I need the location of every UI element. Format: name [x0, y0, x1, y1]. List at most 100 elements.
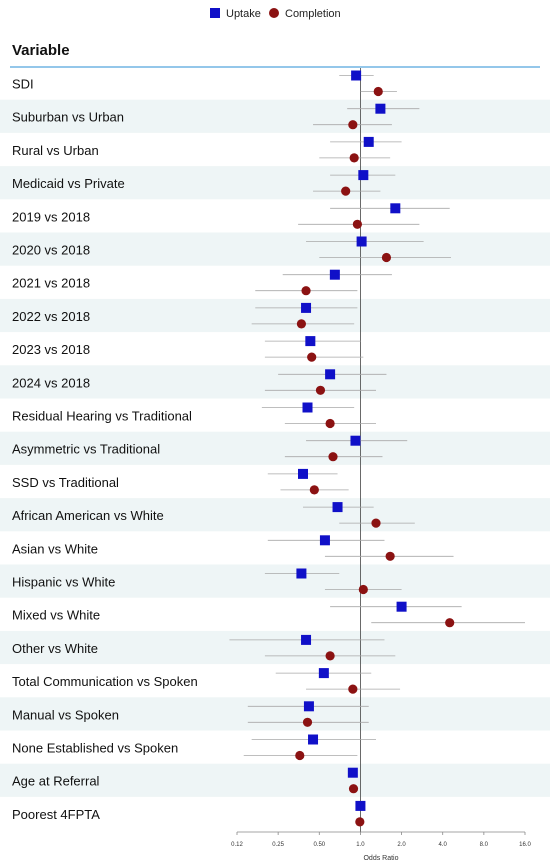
row-label: SDI	[12, 77, 34, 92]
completion-point	[328, 452, 338, 462]
uptake-point	[355, 800, 366, 811]
row-label: 2024 vs 2018	[12, 375, 90, 390]
legend-uptake-label: Uptake	[226, 8, 261, 20]
row-label: 2023 vs 2018	[12, 342, 90, 357]
row-label: Asymmetric vs Traditional	[12, 442, 160, 457]
x-axis-ticks: 0.12 0.25 0.50 1.0 2.0 4.0 8.0 16.0	[231, 832, 531, 848]
row-bands	[0, 99, 550, 797]
row-label: 2019 vs 2018	[12, 209, 90, 224]
legend-completion-label: Completion	[285, 8, 341, 20]
uptake-point	[296, 568, 307, 579]
row-label: Suburban vs Urban	[12, 110, 124, 125]
uptake-point	[351, 70, 362, 81]
row-band	[0, 763, 550, 797]
completion-point	[358, 584, 368, 595]
row-band	[0, 697, 550, 731]
uptake-point	[356, 236, 367, 247]
uptake-point	[301, 302, 312, 313]
legend: Uptake Completion	[210, 8, 341, 20]
row-label: Hispanic vs White	[12, 575, 115, 590]
completion-point	[349, 153, 359, 163]
uptake-point	[363, 136, 374, 147]
row-label: Asian vs White	[12, 541, 98, 556]
row-label: Manual vs Spoken	[12, 707, 119, 722]
x-tick-label: 16.0	[519, 842, 531, 848]
completion-point	[341, 186, 351, 196]
completion-point	[348, 120, 358, 130]
uptake-point	[305, 336, 316, 347]
plot-marks	[229, 70, 525, 827]
completion-point	[373, 86, 383, 97]
row-band	[0, 99, 550, 133]
completion-point	[325, 418, 335, 429]
x-tick-label: 0.50	[313, 842, 325, 848]
uptake-point	[390, 203, 401, 214]
row-label: Residual Hearing vs Traditional	[12, 409, 192, 424]
completion-point	[385, 551, 395, 561]
uptake-point	[297, 468, 308, 479]
uptake-point	[318, 668, 329, 679]
row-label: African American vs White	[12, 508, 164, 523]
row-label: SSD vs Traditional	[12, 475, 119, 490]
uptake-point	[303, 701, 314, 712]
uptake-point	[308, 734, 319, 745]
uptake-point	[329, 269, 340, 280]
row-band	[0, 630, 550, 665]
row-band	[0, 232, 550, 266]
completion-point	[325, 651, 335, 661]
row-band	[0, 365, 550, 399]
row-band	[0, 498, 550, 532]
x-axis-title: Odds Ratio	[363, 855, 398, 862]
uptake-point	[332, 502, 343, 513]
uptake-point	[347, 767, 358, 778]
completion-point	[295, 750, 305, 761]
row-band	[0, 564, 550, 598]
uptake-point	[350, 435, 361, 446]
row-label: 2020 vs 2018	[12, 243, 90, 258]
x-tick-label: 4.0	[439, 842, 448, 848]
legend-completion-circle-icon	[269, 8, 279, 18]
row-band	[0, 298, 550, 333]
legend-uptake-square-icon	[210, 8, 220, 18]
x-tick-label: 1.0	[356, 842, 365, 848]
column-header: Variable	[12, 42, 70, 59]
row-label: 2022 vs 2018	[12, 309, 90, 324]
x-tick-label: 2.0	[397, 842, 406, 848]
completion-point	[371, 518, 381, 528]
uptake-point	[302, 402, 313, 413]
row-labels: SDI Suburban vs Urban Rural vs Urban Medica…	[12, 77, 198, 822]
uptake-point	[325, 369, 336, 380]
x-tick-label: 0.25	[272, 842, 284, 848]
completion-point	[348, 684, 358, 694]
row-band	[0, 431, 550, 465]
row-label: Other vs White	[12, 641, 98, 656]
row-label: Poorest 4FPTA	[12, 807, 100, 822]
completion-point	[381, 252, 392, 263]
x-tick-label: 8.0	[480, 842, 489, 848]
uptake-point	[301, 634, 312, 645]
row-label: 2021 vs 2018	[12, 276, 90, 291]
completion-point	[348, 784, 359, 794]
uptake-point	[396, 601, 407, 612]
completion-point	[307, 352, 317, 362]
completion-point	[315, 385, 326, 395]
completion-point	[355, 817, 365, 827]
completion-point	[445, 618, 455, 628]
uptake-point	[375, 103, 386, 114]
row-label: None Established vs Spoken	[12, 741, 178, 756]
x-tick-label: 0.12	[231, 842, 243, 848]
uptake-point	[319, 535, 330, 546]
completion-point	[309, 485, 319, 495]
completion-point	[302, 717, 313, 727]
completion-point	[352, 219, 362, 229]
row-label: Total Communication vs Spoken	[12, 674, 198, 689]
row-label: Age at Referral	[12, 774, 100, 789]
row-band	[0, 166, 550, 200]
row-label: Medicaid vs Private	[12, 176, 125, 191]
uptake-point	[358, 170, 369, 181]
completion-point	[301, 286, 311, 296]
completion-point	[296, 319, 307, 329]
row-label: Rural vs Urban	[12, 143, 99, 158]
row-label: Mixed vs White	[12, 608, 100, 623]
